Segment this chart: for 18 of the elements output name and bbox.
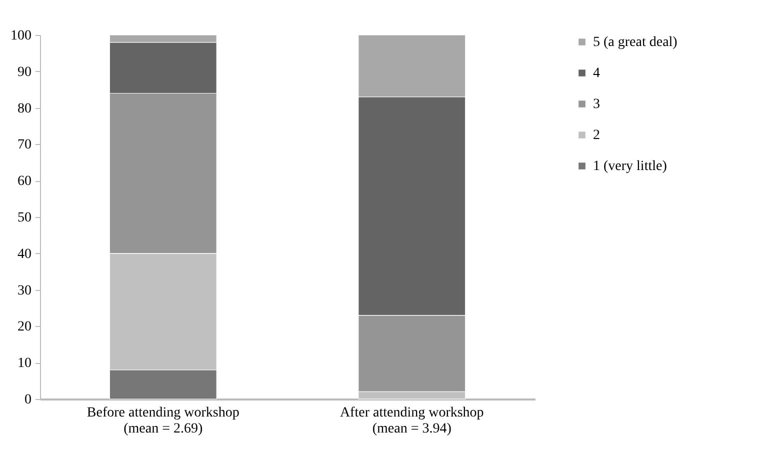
y-tick-label: 40: [18, 246, 32, 262]
y-tick-label: 100: [10, 28, 32, 44]
legend-label: 3: [593, 97, 600, 112]
y-tick-label: 30: [18, 283, 32, 298]
y-tick-label: 50: [18, 210, 32, 226]
x-tick-label: Before attending workshop (mean = 2.69): [86, 406, 240, 436]
y-tick-label: 70: [18, 138, 32, 153]
legend-label: 1 (very little): [593, 159, 668, 174]
x-tick-label: After attending workshop (mean = 3.94): [340, 406, 484, 436]
y-tick-label: 10: [18, 356, 32, 372]
y-tick-label: 90: [18, 64, 32, 80]
y-tick-label: 80: [18, 101, 32, 116]
y-tick-label: 60: [18, 174, 32, 190]
y-tick-label: 0: [24, 392, 32, 408]
legend-label: 4: [593, 66, 600, 81]
legend-label: 5 (a great deal): [593, 35, 678, 50]
legend-label: 2: [593, 128, 600, 143]
y-tick-label: 20: [18, 320, 32, 335]
